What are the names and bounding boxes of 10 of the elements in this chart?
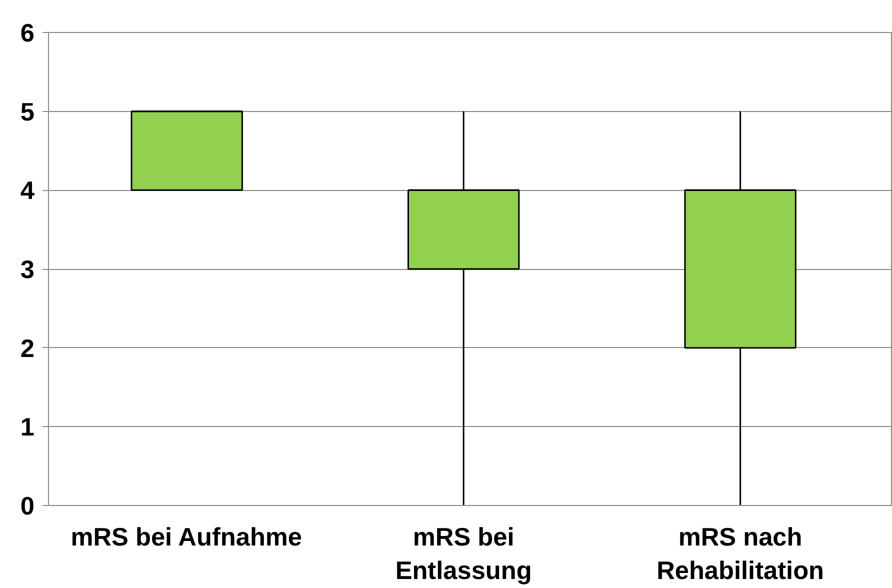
y-tick-label: 3 [20, 256, 35, 284]
y-tick-label: 6 [20, 20, 35, 48]
y-tick-label: 2 [20, 334, 35, 363]
x-tick-label: mRS bei Entlassung [395, 524, 532, 586]
y-tick-label: 0 [20, 492, 35, 520]
y-tick-label: 1 [20, 414, 35, 442]
y-tick-label: 5 [20, 98, 35, 126]
x-tick-label: mRS nach Rehabilitation [656, 524, 824, 586]
x-tick-label: mRS bei Aufnahme [70, 524, 302, 552]
y-tick-label: 4 [20, 177, 35, 206]
